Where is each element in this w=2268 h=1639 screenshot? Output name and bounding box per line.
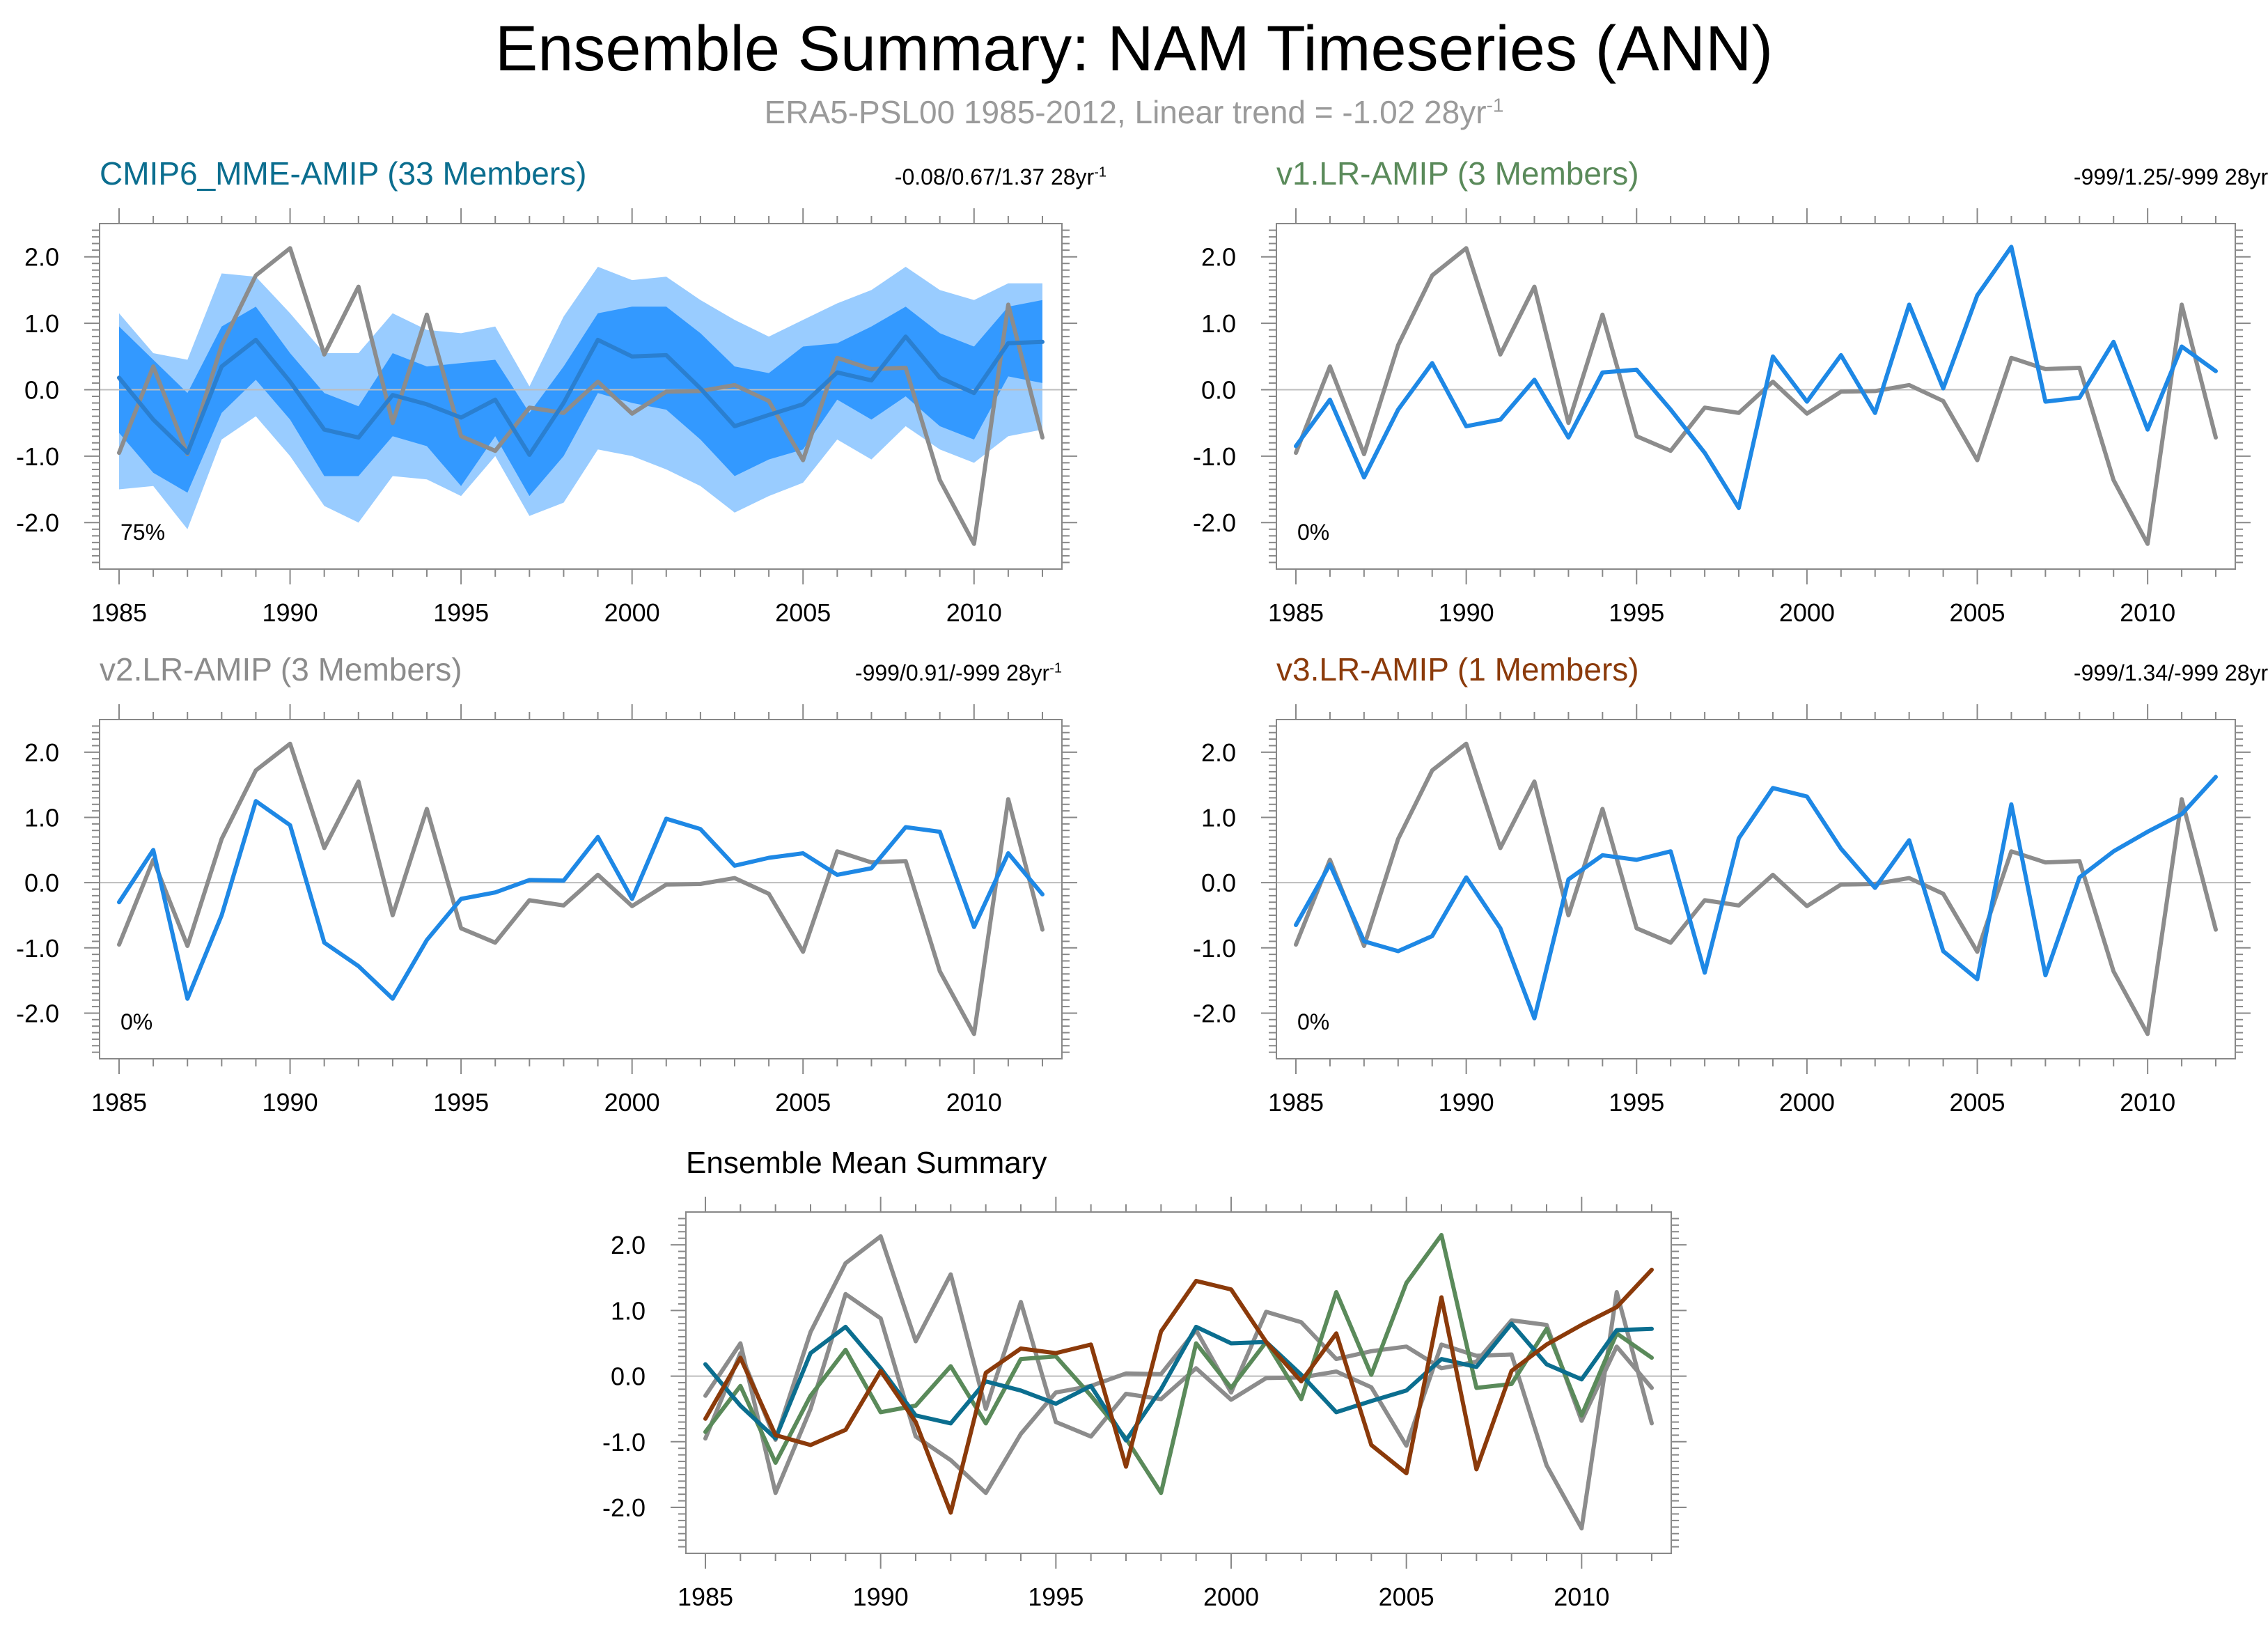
x-tick-label: 2010: [2120, 598, 2175, 627]
y-tick-label: -1.0: [1193, 442, 1236, 471]
x-tick-label: 1995: [1028, 1583, 1084, 1611]
x-tick-label: 1985: [91, 598, 147, 627]
y-tick-label: 0.0: [611, 1362, 646, 1391]
panel-title-cmip6: CMIP6_MME-AMIP (33 Members): [100, 155, 587, 192]
figure-title: Ensemble Summary: NAM Timeseries (ANN): [494, 13, 1774, 84]
series-cmip6-mme-amip: [703, 1321, 1654, 1443]
panel-stats-v3: -999/1.34/-999 28yr-1: [2073, 660, 2268, 685]
series-v3-lr-amip: [703, 1267, 1654, 1515]
panel-mean: 1985 1990 1995 2000 2005 2010 2.0 1.0 0.0 -1.0 -2.…: [602, 1197, 1687, 1611]
x-tick-label: 1990: [1439, 598, 1494, 627]
series-era5-psl00: [703, 1234, 1654, 1531]
series-era5-psl00: [1294, 246, 2218, 546]
x-tick-label: 1985: [1268, 598, 1324, 627]
y-tick-label: -2.0: [1193, 999, 1236, 1027]
y-tick-label: -1.0: [1193, 934, 1236, 963]
y-tick-label: 0.0: [24, 375, 59, 404]
panel-title-v3: v3.LR-AMIP (1 Members): [1276, 651, 1639, 688]
x-tick-label: 1985: [1268, 1088, 1324, 1117]
x-tick-label: 1990: [263, 598, 318, 627]
y-tick-label: 0.0: [1201, 375, 1236, 404]
x-tick-label: 2000: [604, 598, 660, 627]
x-tick-label: 1995: [1609, 598, 1664, 627]
x-tick-label: 1985: [678, 1583, 733, 1611]
y-tick-label: -2.0: [16, 508, 59, 537]
panel-v1: 1985 1990 1995 2000 2005 2010 2.0 1.0 0.0 -1.0 -2.…: [1193, 208, 2251, 627]
y-tick-label: 1.0: [24, 309, 59, 338]
x-tick-label: 2005: [1379, 1583, 1434, 1611]
y-tick-label: 0.0: [24, 869, 59, 897]
panel-stats-v2: -999/0.91/-999 28yr-1: [854, 660, 1062, 685]
x-tick-label: 1990: [1439, 1088, 1494, 1117]
panel-title-mean: Ensemble Mean Summary: [686, 1146, 1047, 1180]
series-v1-lr-amip: [703, 1233, 1654, 1496]
y-tick-label: 2.0: [611, 1231, 646, 1259]
x-tick-label: 1985: [91, 1088, 147, 1117]
series-cmip6-mme-amip: [117, 334, 1045, 457]
x-tick-label: 1995: [433, 1088, 489, 1117]
x-tick-label: 1990: [853, 1583, 909, 1611]
y-tick-label: -1.0: [16, 442, 59, 471]
panel-cmip6: 1985 1990 1995 2000 2005 2010 2.0 1.0 0.0 -1.0 -2.…: [16, 208, 1077, 627]
series-v2-lr-amip: [117, 799, 1045, 1001]
y-tick-label: 2.0: [1201, 243, 1236, 272]
percent-label: 0%: [1297, 520, 1329, 545]
y-tick-label: -2.0: [1193, 508, 1236, 537]
y-tick-label: -1.0: [16, 934, 59, 963]
series-v2-lr-amip: [703, 1291, 1654, 1496]
panel-title-v2: v2.LR-AMIP (3 Members): [100, 651, 462, 688]
x-tick-label: 2005: [775, 598, 831, 627]
y-tick-label: 2.0: [24, 243, 59, 272]
x-tick-label: 2000: [1779, 1088, 1835, 1117]
y-tick-label: 1.0: [611, 1296, 646, 1325]
series-v3-lr-amip: [1294, 775, 2218, 1020]
panel-stats-cmip6: -0.08/0.67/1.37 28yr-1: [894, 164, 1106, 189]
figure-subtitle: ERA5-PSL00 1985-2012, Linear trend = -1.…: [764, 94, 1504, 130]
percent-label: 0%: [1297, 1009, 1329, 1034]
x-tick-label: 2005: [775, 1088, 831, 1117]
panel-v2: 1985 1990 1995 2000 2005 2010 2.0 1.0 0.0 -1.0 -2.…: [16, 704, 1077, 1117]
x-tick-label: 2010: [946, 598, 1002, 627]
series-era5-psl00: [117, 741, 1045, 1036]
x-tick-label: 2000: [1203, 1583, 1259, 1611]
percent-label: 0%: [120, 1009, 152, 1034]
y-tick-label: -2.0: [602, 1493, 646, 1522]
x-tick-label: 2005: [1949, 598, 2005, 627]
y-tick-label: -2.0: [16, 999, 59, 1027]
y-tick-label: 2.0: [1201, 738, 1236, 767]
y-tick-label: 1.0: [1201, 309, 1236, 338]
x-tick-label: 2010: [946, 1088, 1002, 1117]
y-tick-label: 0.0: [1201, 869, 1236, 897]
x-tick-label: 2005: [1949, 1088, 2005, 1117]
x-tick-label: 2010: [2120, 1088, 2175, 1117]
x-tick-label: 1995: [1609, 1088, 1664, 1117]
x-tick-label: 1995: [433, 598, 489, 627]
panel-title-v1: v1.LR-AMIP (3 Members): [1276, 155, 1639, 192]
y-tick-label: 2.0: [24, 738, 59, 767]
x-tick-label: 1990: [263, 1088, 318, 1117]
panel-stats-v1: -999/1.25/-999 28yr-1: [2073, 164, 2268, 189]
percent-label: 75%: [120, 520, 165, 545]
series-era5-psl00: [117, 246, 1045, 546]
y-tick-label: 1.0: [24, 803, 59, 832]
panel-v3: 1985 1990 1995 2000 2005 2010 2.0 1.0 0.0 -1.0 -2.…: [1193, 704, 2251, 1117]
series-v1-lr-amip: [1294, 244, 2218, 511]
x-tick-label: 2010: [1554, 1583, 1609, 1611]
y-tick-label: 1.0: [1201, 803, 1236, 832]
series-era5-psl00: [1294, 741, 2218, 1036]
x-tick-label: 2000: [604, 1088, 660, 1117]
y-tick-label: -1.0: [602, 1428, 646, 1457]
x-tick-label: 2000: [1779, 598, 1835, 627]
